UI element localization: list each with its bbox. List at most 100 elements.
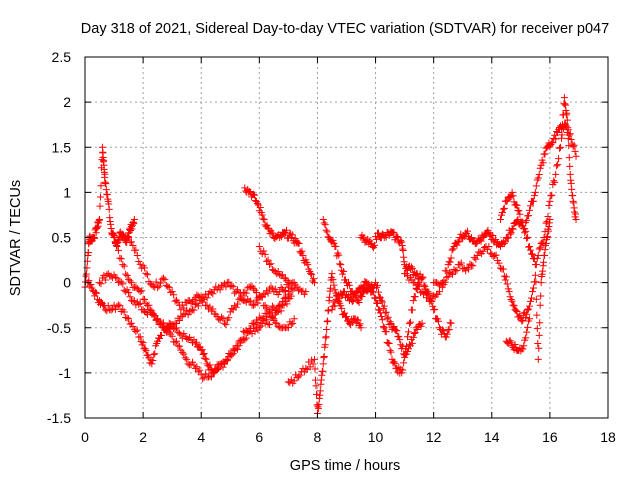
data-point — [532, 295, 540, 303]
data-point — [261, 250, 269, 258]
data-point — [564, 135, 572, 143]
data-point — [84, 249, 92, 257]
data-point — [489, 253, 497, 261]
data-point — [191, 364, 199, 372]
data-point — [157, 321, 165, 329]
data-point — [531, 188, 539, 196]
data-point — [467, 261, 475, 269]
data-point — [101, 170, 109, 178]
data-point — [319, 215, 327, 223]
data-point — [503, 280, 511, 288]
data-point — [252, 288, 260, 296]
data-point — [569, 143, 577, 151]
data-point — [171, 297, 179, 305]
data-point — [530, 192, 538, 200]
data-point — [546, 197, 554, 205]
data-point — [331, 286, 339, 294]
data-point — [443, 273, 451, 281]
data-point — [263, 257, 271, 265]
data-point — [321, 341, 329, 349]
data-marks — [81, 94, 580, 417]
data-point — [97, 280, 105, 288]
data-point — [244, 328, 252, 336]
data-point — [447, 319, 455, 327]
data-point — [390, 358, 398, 366]
data-point — [142, 300, 150, 308]
data-point — [358, 293, 366, 301]
data-point — [527, 250, 535, 258]
data-point — [225, 278, 233, 286]
data-point — [526, 206, 534, 214]
data-point — [326, 293, 334, 301]
data-point — [288, 231, 296, 239]
data-point — [290, 377, 298, 385]
data-point — [329, 276, 337, 284]
data-point — [430, 292, 438, 300]
data-point — [354, 289, 362, 296]
data-point — [527, 246, 535, 254]
data-point — [348, 298, 356, 306]
data-point — [287, 320, 295, 328]
data-point — [151, 350, 159, 358]
data-point — [239, 335, 247, 343]
data-point — [302, 364, 310, 372]
data-point — [351, 292, 359, 300]
data-point — [220, 280, 228, 288]
data-point — [139, 339, 147, 347]
data-point — [531, 261, 539, 269]
data-point — [419, 290, 427, 298]
data-point — [536, 244, 544, 252]
data-point — [509, 301, 517, 309]
data-point — [122, 313, 130, 321]
data-point — [354, 316, 362, 324]
data-point — [133, 252, 141, 260]
data-point — [96, 193, 104, 201]
data-point — [120, 262, 128, 270]
data-point — [116, 254, 124, 262]
data-point — [113, 239, 121, 247]
data-point — [104, 302, 112, 310]
data-point — [219, 281, 227, 289]
data-point — [125, 275, 133, 283]
data-point — [377, 313, 385, 321]
data-point — [207, 373, 215, 381]
data-point — [512, 306, 520, 314]
x-axis-ticks: 0 2 4 6 8 10 12 14 16 18 — [81, 57, 616, 445]
data-point — [526, 315, 534, 323]
data-point — [127, 279, 135, 287]
data-point — [378, 316, 386, 324]
data-point — [431, 305, 439, 313]
data-point — [219, 314, 227, 322]
data-point — [284, 234, 292, 242]
data-point — [150, 351, 158, 359]
data-point — [168, 288, 176, 296]
data-point — [199, 351, 207, 358]
data-point — [524, 323, 532, 331]
data-point — [143, 271, 151, 279]
data-point — [331, 302, 339, 310]
data-point — [203, 301, 211, 309]
data-point — [382, 308, 390, 316]
data-point — [181, 310, 189, 318]
data-point — [274, 307, 282, 315]
data-point — [295, 240, 303, 247]
data-point — [409, 333, 417, 341]
data-point — [311, 365, 319, 373]
data-point — [413, 326, 421, 334]
data-point — [278, 233, 286, 241]
data-point — [264, 289, 272, 297]
data-point — [236, 294, 244, 302]
data-point — [528, 250, 536, 258]
data-point — [101, 276, 109, 284]
data-point — [412, 284, 420, 292]
data-point — [130, 215, 138, 223]
data-point — [523, 216, 531, 224]
data-point — [238, 292, 246, 300]
data-point — [456, 261, 464, 269]
data-point — [565, 142, 573, 150]
data-point — [132, 246, 140, 254]
data-point — [552, 170, 560, 178]
data-point — [225, 352, 233, 360]
data-point — [268, 313, 276, 321]
data-point — [373, 281, 381, 289]
